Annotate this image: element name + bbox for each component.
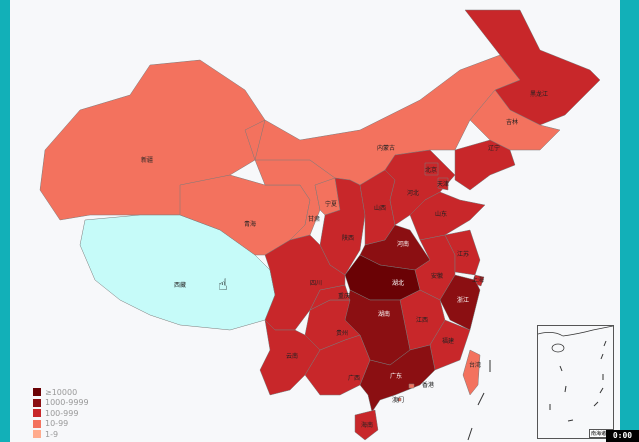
province-label: 山西 xyxy=(374,204,386,212)
legend-item[interactable]: 100-999 xyxy=(33,408,89,418)
province-label: 宁夏 xyxy=(325,200,337,208)
boundary-dash xyxy=(477,392,485,406)
province-label: 内蒙古 xyxy=(377,144,395,152)
boundary-dash xyxy=(467,427,473,441)
province-label: 天津 xyxy=(437,181,449,188)
province-label: 吉林 xyxy=(506,118,518,126)
province-label: 湖南 xyxy=(378,310,390,318)
province-label: 湖北 xyxy=(392,279,404,287)
province-label: 四川 xyxy=(310,280,322,287)
province-label: 重庆 xyxy=(338,292,350,300)
province-region[interactable] xyxy=(454,139,516,191)
province-label: 台湾 xyxy=(469,361,481,369)
province-region[interactable] xyxy=(464,9,601,126)
legend-item[interactable]: 1-9 xyxy=(33,429,89,439)
province-label: 福建 xyxy=(442,337,454,345)
legend-label: 10-99 xyxy=(45,419,69,428)
legend-label: 100-999 xyxy=(45,408,79,418)
province-label: 江西 xyxy=(416,317,428,324)
province-label: 香港 xyxy=(422,381,434,389)
province-label: 安徽 xyxy=(431,272,443,280)
province-label: 河北 xyxy=(407,189,419,197)
province-label: 云南 xyxy=(286,352,298,360)
province-label: 西藏 xyxy=(174,281,186,289)
province-label: 浙江 xyxy=(457,296,469,304)
province-region[interactable] xyxy=(429,319,471,371)
province-label: 广东 xyxy=(390,372,402,380)
legend-swatch xyxy=(33,419,41,428)
legend-label: 1000-9999 xyxy=(45,398,89,407)
province-region[interactable] xyxy=(408,383,415,389)
legend-swatch xyxy=(33,430,41,438)
province-label: 黑龙江 xyxy=(530,90,548,98)
legend-item[interactable]: 10-99 xyxy=(33,419,89,429)
legend-item[interactable]: ≥10000 xyxy=(33,387,89,397)
map-container: 新疆西藏 青海 甘肃 内蒙古 黑龙江吉林辽宁宁夏陕西 山西 河北 北京 天津山东河南湖北 安徽 江苏… xyxy=(10,0,620,442)
legend-swatch xyxy=(33,409,41,417)
province-label: 上海 xyxy=(472,276,484,284)
legend-label: 1-9 xyxy=(45,429,59,439)
province-label: 甘肃 xyxy=(308,215,320,223)
province-label: 陕西 xyxy=(342,234,354,242)
legend-swatch xyxy=(33,388,41,396)
province-region[interactable] xyxy=(462,349,481,396)
legend-label: ≥10000 xyxy=(45,387,78,397)
province-label: 江苏 xyxy=(457,250,469,258)
province-label: 青海 xyxy=(244,220,256,228)
province-region[interactable] xyxy=(354,409,379,441)
province-label: 澳门 xyxy=(392,396,404,404)
legend: ≥10000 1000-9999 100-999 10-99 1-9 xyxy=(33,387,89,440)
legend-item[interactable]: 1000-9999 xyxy=(33,398,89,408)
province-region[interactable] xyxy=(259,319,321,396)
south-china-sea-inset: 南海诸岛 xyxy=(537,325,614,439)
province-label: 新疆 xyxy=(141,156,153,164)
province-region[interactable] xyxy=(437,177,449,191)
province-region[interactable] xyxy=(424,162,439,176)
province-region[interactable] xyxy=(397,397,402,402)
province-label: 北京 xyxy=(425,166,437,174)
timer-badge: 0:00 xyxy=(606,430,639,442)
hand-cursor-icon: ☝ xyxy=(218,275,228,294)
province-label: 山东 xyxy=(435,210,447,218)
province-label: 海南 xyxy=(361,421,373,429)
province-label: 辽宁 xyxy=(488,144,500,152)
province-region[interactable] xyxy=(264,234,346,331)
province-label: 广西 xyxy=(348,374,360,382)
province-region[interactable] xyxy=(359,344,436,413)
province-label: 贵州 xyxy=(336,329,348,337)
legend-swatch xyxy=(33,398,41,407)
inset-islands xyxy=(538,326,613,422)
province-label: 河南 xyxy=(397,240,409,248)
